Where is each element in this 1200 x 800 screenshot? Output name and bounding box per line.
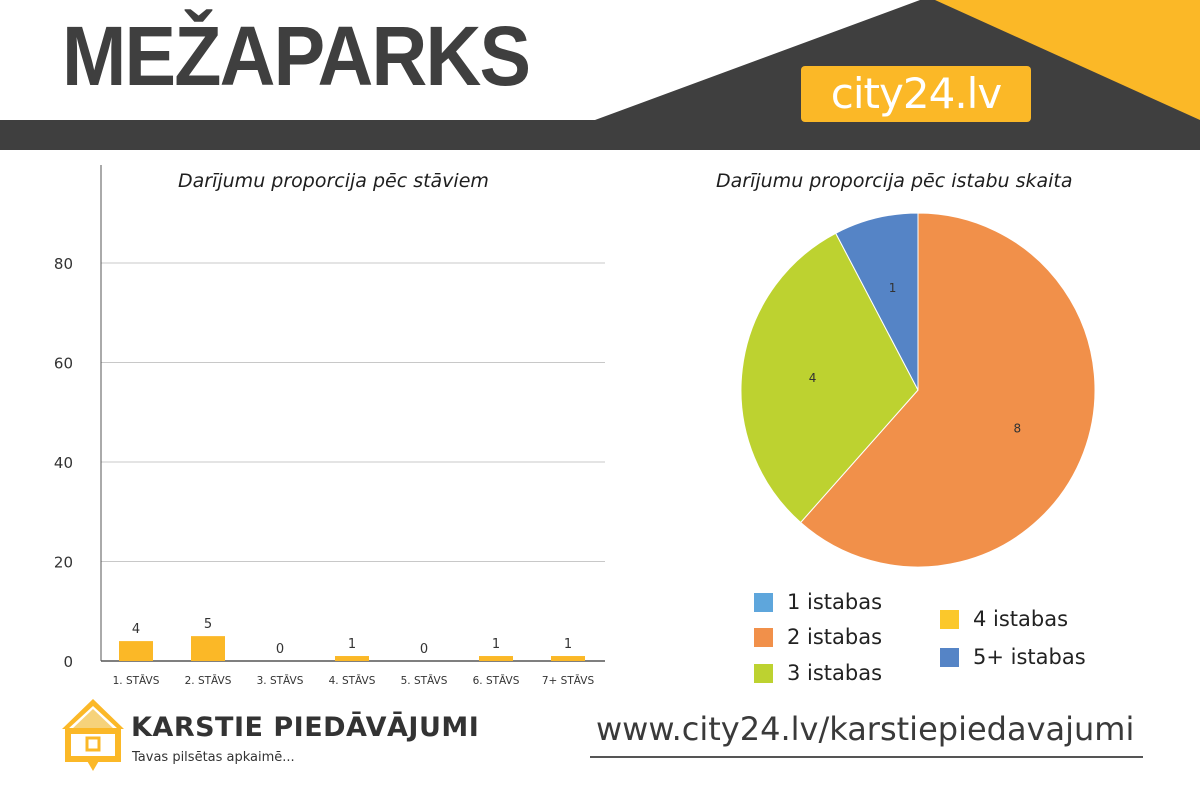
- x-tick-label: 5. STĀVS: [401, 674, 448, 687]
- y-tick-label: 20: [54, 554, 73, 572]
- pie-chart-title: Darījumu proporcija pēc istabu skaita: [716, 170, 1073, 192]
- legend-item-2-istabas: 2 istabas: [754, 625, 882, 649]
- legend-swatch: [754, 592, 773, 612]
- legend-label: 4 istabas: [973, 607, 1069, 631]
- legend-swatch: [940, 647, 959, 667]
- bar-chart-title: Darījumu proporcija pēc stāviem: [178, 170, 489, 192]
- data-label: 5: [204, 617, 212, 632]
- x-tick-label: 2. STĀVS: [185, 674, 232, 687]
- data-label: 4: [132, 622, 140, 637]
- page-title: MEŽAPARKS: [62, 9, 531, 103]
- bar-chart: 0 20 40 60 80 4 1. STĀVS 5 2. STĀVS 0 3. STĀVS 1 4. …: [54, 165, 605, 687]
- pie-chart: 8 4 1: [740, 212, 1096, 568]
- x-tick-label: 6. STĀVS: [473, 674, 520, 687]
- data-label: 1: [564, 637, 572, 652]
- legend-item-5plus-istabas: 5+ istabas: [940, 645, 1086, 669]
- y-tick-label: 60: [54, 355, 73, 373]
- house-logo-icon: [62, 699, 124, 771]
- x-tick-label: 3. STĀVS: [257, 674, 304, 687]
- footer-divider: [590, 756, 1143, 758]
- legend-label: 5+ istabas: [973, 645, 1086, 669]
- pie-data-label: 4: [809, 371, 817, 385]
- x-tick-label: 4. STĀVS: [329, 674, 376, 687]
- y-tick-label: 0: [63, 653, 73, 671]
- y-tick-label: 40: [54, 454, 73, 472]
- legend-item-4-istabas: 4 istabas: [940, 607, 1068, 631]
- pie-slice: [835, 212, 919, 391]
- brand-logo[interactable]: city24.lv: [801, 66, 1031, 122]
- footer-url-link[interactable]: www.city24.lv/karstiepiedavajumi: [596, 710, 1135, 748]
- bar: [119, 641, 153, 661]
- legend-label: 2 istabas: [787, 625, 883, 649]
- legend-item-3-istabas: 3 istabas: [754, 661, 882, 685]
- legend-item-1-istabas: 1 istabas: [754, 590, 882, 614]
- header-accent-triangle: [935, 0, 1200, 120]
- footer-logo-subtitle: Tavas pilsētas apkaimē...: [132, 750, 295, 765]
- y-tick-label: 80: [54, 255, 73, 273]
- legend-swatch: [940, 609, 959, 629]
- legend-swatch: [754, 663, 773, 683]
- pie-slice: [799, 212, 1096, 568]
- legend-label: 1 istabas: [787, 590, 883, 614]
- bar: [191, 636, 225, 661]
- x-tick-label: 1. STĀVS: [113, 674, 160, 687]
- data-label: 1: [348, 637, 356, 652]
- bar: [479, 656, 513, 661]
- bar: [551, 656, 585, 661]
- data-label: 0: [420, 642, 428, 657]
- x-tick-label: 7+ STĀVS: [542, 674, 595, 687]
- bar: [335, 656, 369, 661]
- pie-data-label: 8: [1013, 422, 1021, 436]
- pie-slice: [740, 232, 919, 524]
- pie-data-label: 1: [889, 281, 897, 295]
- data-label: 0: [276, 642, 284, 657]
- legend-swatch: [754, 627, 773, 647]
- footer-logo-title: KARSTIE PIEDĀVĀJUMI: [131, 712, 480, 743]
- data-label: 1: [492, 637, 500, 652]
- legend-label: 3 istabas: [787, 661, 883, 685]
